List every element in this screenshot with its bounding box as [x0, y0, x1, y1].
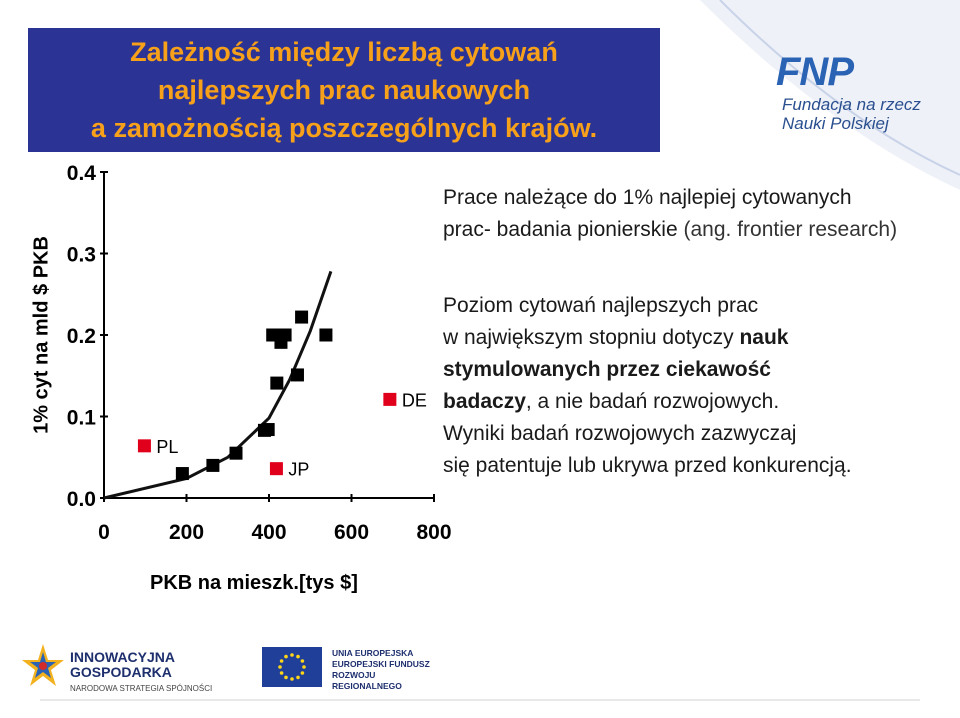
title-line-2: najlepszych prac naukowych [157, 75, 531, 105]
text2-line-4: badaczy, a nie badań rozwojowych. [443, 386, 960, 418]
ig-line-1: INNOWACYJNA [70, 649, 176, 665]
text2-line-5: Wyniki badań rozwojowych zazwyczaj [443, 422, 797, 445]
x-tick-label: 600 [334, 521, 369, 544]
y-tick-label: 0.2 [67, 325, 96, 348]
chart-x-axis-label: PKB na mieszk.[tys $] [150, 572, 358, 594]
x-tick-label: 800 [416, 521, 451, 544]
text-block-citations: Poziom cytowań najlepszych prac w najwię… [443, 290, 960, 482]
text1-line-1: Prace należące do 1% najlepiej cytowanyc… [443, 186, 852, 209]
fnp-logo-line-2: Nauki Polskiej [782, 114, 889, 133]
x-tick-label: 0 [98, 521, 110, 544]
x-tick-label: 400 [251, 521, 286, 544]
title-line-1: Zależność między liczbą cytowań [130, 37, 558, 67]
x-tick-label: 200 [169, 521, 204, 544]
text2-line-6: się patentuje lub ukrywa przed konkurenc… [443, 454, 852, 477]
data-point [270, 376, 284, 390]
ig-line-3: NARODOWA STRATEGIA SPÓJNOŚCI [70, 684, 213, 693]
text2-line-2-bold: nauk [739, 326, 789, 349]
slide-title-box: Zależność między liczbą cytowań najlepsz… [28, 28, 660, 152]
data-point [295, 310, 309, 324]
text1-line-2-grey: (ang. frontier research) [683, 218, 898, 241]
text1-line-2: prac- badania pionierskie (ang. frontier… [443, 214, 960, 246]
point-label-jp: JP [288, 460, 309, 480]
fnp-logo-line-1: Fundacja na rzecz [782, 95, 921, 114]
data-point [319, 328, 333, 342]
title-line-3: a zamożnością poszczególnych krajów. [90, 113, 598, 143]
data-point [175, 467, 189, 481]
ig-line-2: GOSPODARKA [70, 664, 172, 680]
text2-line-3: stymulowanych przez ciekawość [443, 358, 771, 381]
fnp-logo: FNP Fundacja na rzecz Nauki Polskiej [776, 50, 921, 133]
point-label-pl: PL [156, 437, 178, 457]
eu-line-2: EUROPEJSKI FUNDUSZ [332, 659, 430, 669]
y-tick-label: 0.0 [67, 488, 96, 511]
text2-line-4-plain: , a nie badań rozwojowych. [525, 390, 780, 413]
y-tick-label: 0.4 [67, 162, 97, 185]
data-point [261, 423, 275, 437]
fnp-logo-letters: FNP [776, 50, 854, 94]
innowacyjna-gospodarka-logo: INNOWACYJNA GOSPODARKA NARODOWA STRATEGI… [20, 638, 220, 698]
eu-flag-icon [262, 647, 322, 687]
text2-line-2-plain: w największym stopniu dotyczy [443, 326, 740, 349]
y-tick-label: 0.3 [67, 244, 96, 267]
data-point [278, 328, 292, 342]
text2-line-1: Poziom cytowań najlepszych prac [443, 294, 759, 317]
labeled-point-de [383, 392, 397, 406]
star-burst-icon [22, 644, 64, 686]
eu-line-1: UNIA EUROPEJSKA [332, 648, 414, 658]
labeled-point-jp [269, 462, 283, 476]
text2-line-4-bold: badaczy [443, 390, 526, 413]
data-point [290, 368, 304, 382]
text1-line-2-main: prac- badania pionierskie [443, 218, 684, 241]
eu-logo: UNIA EUROPEJSKA EUROPEJSKI FUNDUSZ ROZWO… [262, 644, 432, 691]
text2-line-2: w największym stopniu dotyczy nauk [443, 322, 960, 354]
y-tick-label: 0.1 [67, 407, 97, 430]
point-label-de: DE [402, 390, 427, 410]
data-point [206, 458, 220, 472]
eu-line-3: ROZWOJU REGIONALNEGO [332, 670, 402, 691]
labeled-point-pl [137, 439, 151, 453]
text-block-frontier: Prace należące do 1% najlepiej cytowanyc… [443, 182, 960, 246]
data-point [229, 446, 243, 460]
